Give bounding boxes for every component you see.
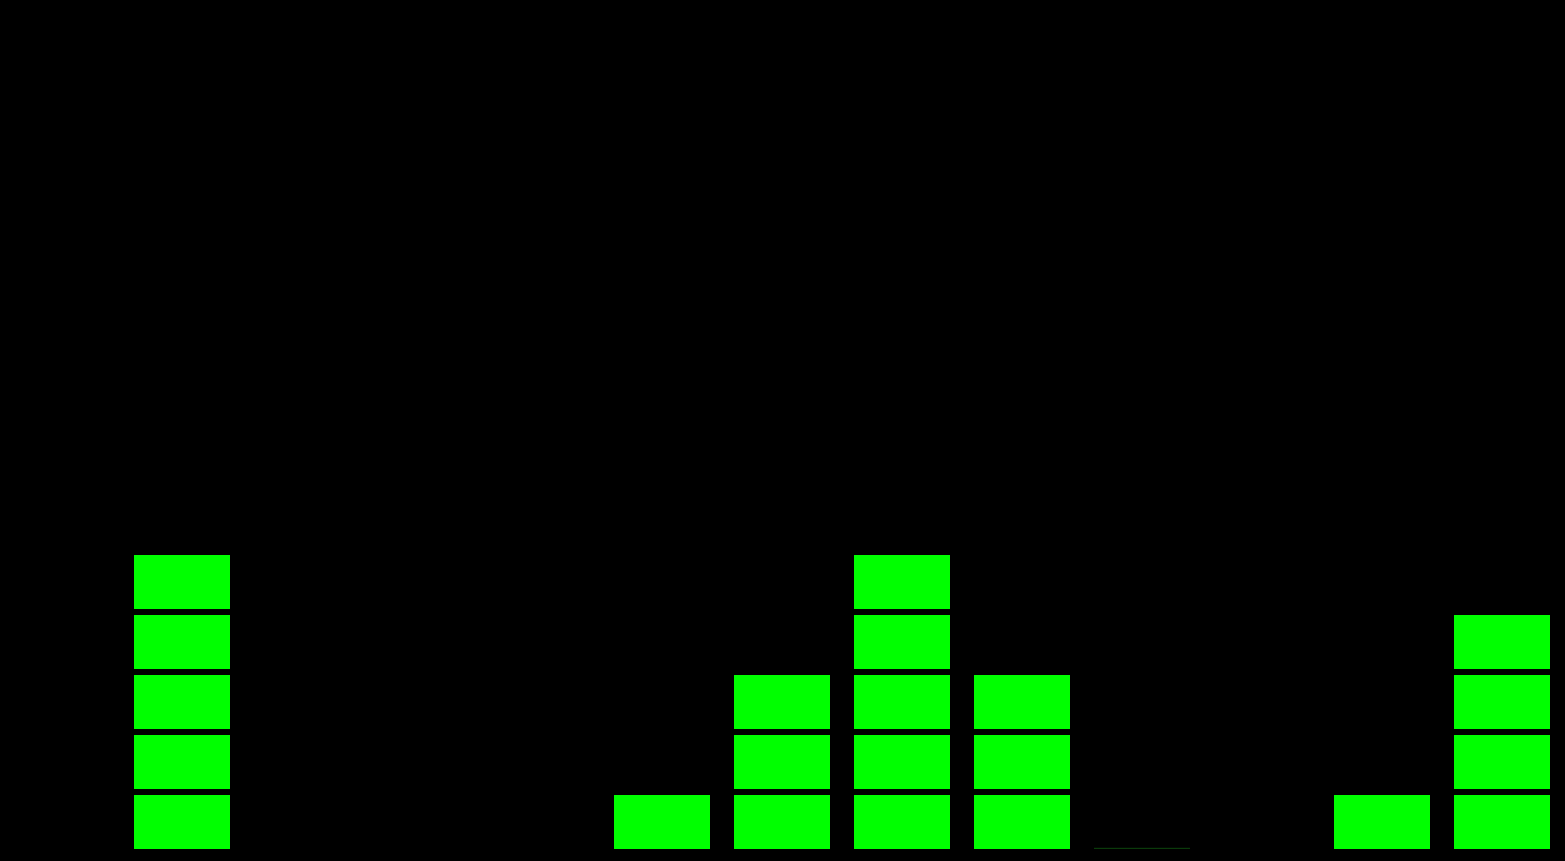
bar-9-segment-2 [974,735,1070,789]
bar-2-segment-2 [134,735,230,789]
bar-13-segment-3 [1454,675,1550,729]
bar-13-segment-4 [1454,615,1550,669]
bar-8-segment-4 [854,615,950,669]
bar-8-segment-3 [854,675,950,729]
bar-9-segment-1 [974,795,1070,849]
bar-8-segment-2 [854,735,950,789]
bar-7-segment-3 [734,675,830,729]
bar-6-segment-1 [614,795,710,849]
bar-13-segment-2 [1454,735,1550,789]
bar-8-segment-1 [854,795,950,849]
bar-12-segment-1 [1334,795,1430,849]
bar-7-segment-1 [734,795,830,849]
bar-8-segment-5 [854,555,950,609]
bar-2-segment-1 [134,795,230,849]
bar-13-segment-1 [1454,795,1550,849]
bar-7-segment-2 [734,735,830,789]
bar-9-segment-3 [974,675,1070,729]
bar-2-segment-4 [134,615,230,669]
bars-group [134,555,1550,849]
bar-2-segment-3 [134,675,230,729]
bar-10-partial-segment [1094,847,1190,849]
bar-2-segment-5 [134,555,230,609]
